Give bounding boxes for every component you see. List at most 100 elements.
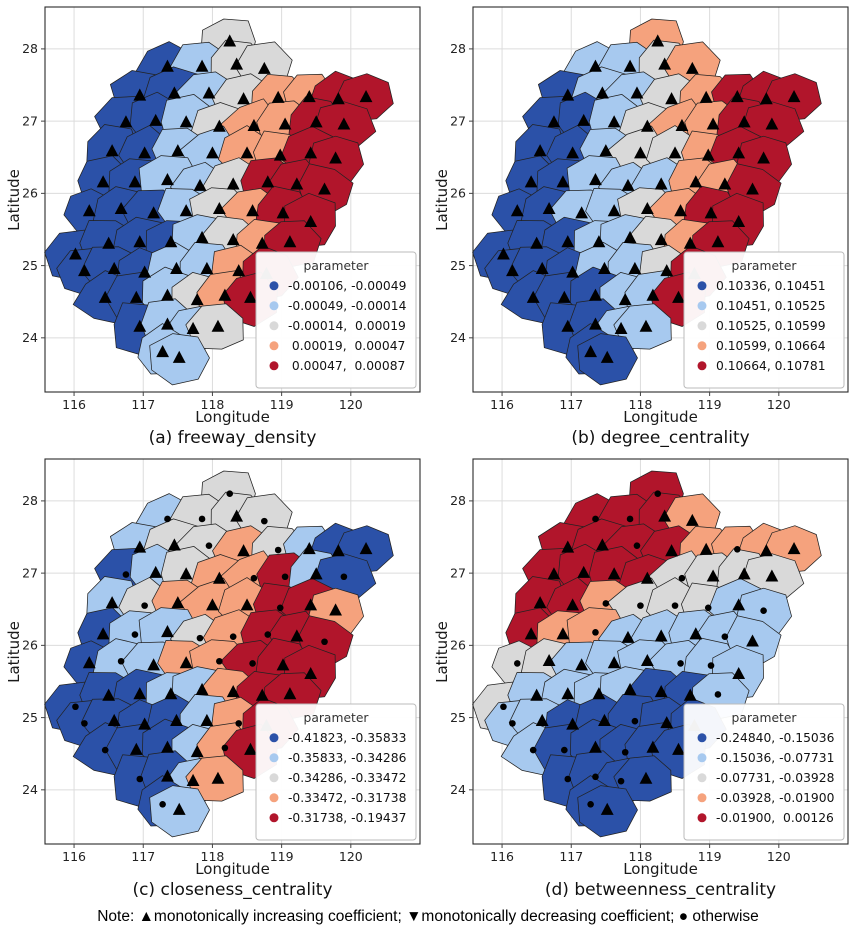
dot-marker-icon (81, 720, 88, 727)
triangle-marker-icon (556, 175, 570, 188)
x-tick-label: 120 (339, 397, 363, 412)
triangle-marker-icon (737, 115, 751, 128)
triangle-marker-icon (557, 290, 571, 303)
dot-marker-icon (276, 604, 284, 612)
x-tick-label: 119 (270, 397, 294, 412)
triangle-marker-icon (171, 596, 185, 609)
triangle-marker-icon (318, 182, 331, 195)
triangle-marker-icon (607, 656, 621, 669)
triangle-marker-icon (179, 115, 193, 128)
plot-border (44, 458, 421, 845)
y-tick-label: 25 (22, 258, 38, 273)
triangle-marker-icon (732, 214, 746, 228)
y-tick-label: 26 (450, 186, 466, 201)
triangle-marker-icon (147, 206, 161, 219)
triangle-marker-icon (161, 740, 174, 753)
x-tick-label: 117 (131, 397, 155, 412)
legend-item-label: 0.10664, 0.10781 (716, 359, 826, 373)
triangle-marker-icon (211, 319, 225, 332)
triangle-marker-icon (329, 603, 342, 616)
dot-marker-icon (621, 748, 629, 756)
triangle-marker-icon (628, 261, 642, 275)
triangle-marker-icon (212, 119, 226, 132)
subplot-caption-a: (a) freeway_density (148, 428, 317, 448)
legend-swatch-icon (269, 301, 279, 311)
axis-ticks: 116 117 118 119 120 24 25 26 27 28 (450, 41, 791, 412)
x-tick-label: 119 (698, 849, 722, 864)
triangle-marker-icon (623, 230, 637, 243)
triangle-marker-icon (542, 653, 556, 667)
triangle-marker-icon (179, 204, 193, 217)
dot-marker-icon (671, 602, 679, 609)
legend-swatch-icon (697, 793, 707, 803)
triangle-marker-icon (640, 571, 654, 584)
dot-marker-icon (136, 775, 144, 783)
triangle-marker-icon (138, 265, 152, 278)
triangle-marker-icon (255, 688, 269, 701)
triangle-marker-icon (138, 717, 152, 730)
triangle-marker-icon (640, 201, 654, 215)
triangle-marker-icon (614, 321, 628, 334)
legend-item-label: 0.10599, 0.10664 (716, 339, 826, 353)
dot-marker-icon (760, 607, 767, 614)
triangle-marker-icon (759, 544, 773, 557)
triangle-marker-icon (230, 57, 244, 70)
triangle-marker-icon (497, 247, 510, 260)
dot-marker-icon (229, 633, 237, 640)
triangle-marker-icon (167, 538, 181, 551)
y-tick-label: 26 (22, 186, 38, 201)
y-tick-label: 28 (22, 41, 38, 56)
triangle-marker-icon (304, 598, 318, 611)
axis-ticks: 116 117 118 119 120 24 25 26 27 28 (450, 493, 791, 864)
triangle-marker-icon (542, 201, 556, 215)
legend-box (683, 251, 845, 389)
legend-title: parameter (304, 711, 370, 725)
legend-swatch-icon (697, 753, 707, 763)
triangle-marker-icon (765, 117, 779, 130)
triangle-marker-icon (211, 771, 225, 784)
triangle-marker-icon (149, 565, 163, 578)
triangle-marker-icon (704, 206, 718, 219)
triangle-marker-icon (706, 117, 720, 130)
triangle-marker-icon (195, 59, 209, 72)
triangle-marker-icon (607, 115, 621, 128)
legend-item-label: -0.24840, -0.15036 (716, 731, 835, 745)
triangle-marker-icon (651, 34, 665, 47)
triangle-marker-icon (561, 319, 575, 332)
dot-marker-icon (561, 746, 568, 754)
triangle-marker-icon (359, 89, 373, 103)
triangle-marker-icon (331, 544, 345, 557)
legend-item-label: -0.35833, -0.34286 (288, 751, 407, 765)
triangle-marker-icon (561, 235, 575, 248)
dot-marker-icon (500, 703, 507, 711)
dot-marker-icon (164, 515, 171, 523)
triangle-marker-icon (96, 627, 110, 640)
triangle-marker-icon (524, 175, 538, 188)
triangle-marker-icon (506, 264, 519, 277)
y-tick-label: 24 (22, 782, 38, 797)
legend-title: parameter (732, 711, 798, 725)
triangle-marker-icon (718, 177, 732, 190)
triangle-marker-icon (672, 290, 685, 303)
legend: parameter -0.41823, -0.35833 -0.35833, -0.… (255, 703, 417, 841)
y-tick-label: 28 (22, 493, 38, 508)
triangle-marker-icon (589, 740, 602, 753)
legend-item-label: 0.10451, 0.10525 (716, 299, 826, 313)
x-tick-label: 116 (490, 849, 514, 864)
triangle-marker-icon (654, 233, 668, 246)
triangle-marker-icon (600, 350, 614, 363)
legend-item-label: 0.10525, 0.10599 (716, 319, 826, 333)
triangle-marker-icon (161, 173, 174, 186)
subplot-caption-b: (b) degree_centrality (571, 428, 750, 448)
legend-swatch-icon (269, 793, 279, 803)
legend-item-label: -0.00049, -0.00014 (288, 299, 407, 313)
triangle-marker-icon (82, 656, 96, 669)
triangle-marker-icon (172, 350, 186, 363)
triangle-marker-icon (658, 57, 672, 70)
legend-item-label: -0.07731, -0.03928 (716, 771, 834, 785)
county-markers (69, 34, 373, 363)
triangle-marker-icon (96, 175, 110, 188)
x-tick-label: 117 (131, 849, 155, 864)
y-tick-label: 28 (450, 493, 466, 508)
legend: parameter -0.00106, -0.00049 -0.00049, -0.… (255, 251, 417, 389)
